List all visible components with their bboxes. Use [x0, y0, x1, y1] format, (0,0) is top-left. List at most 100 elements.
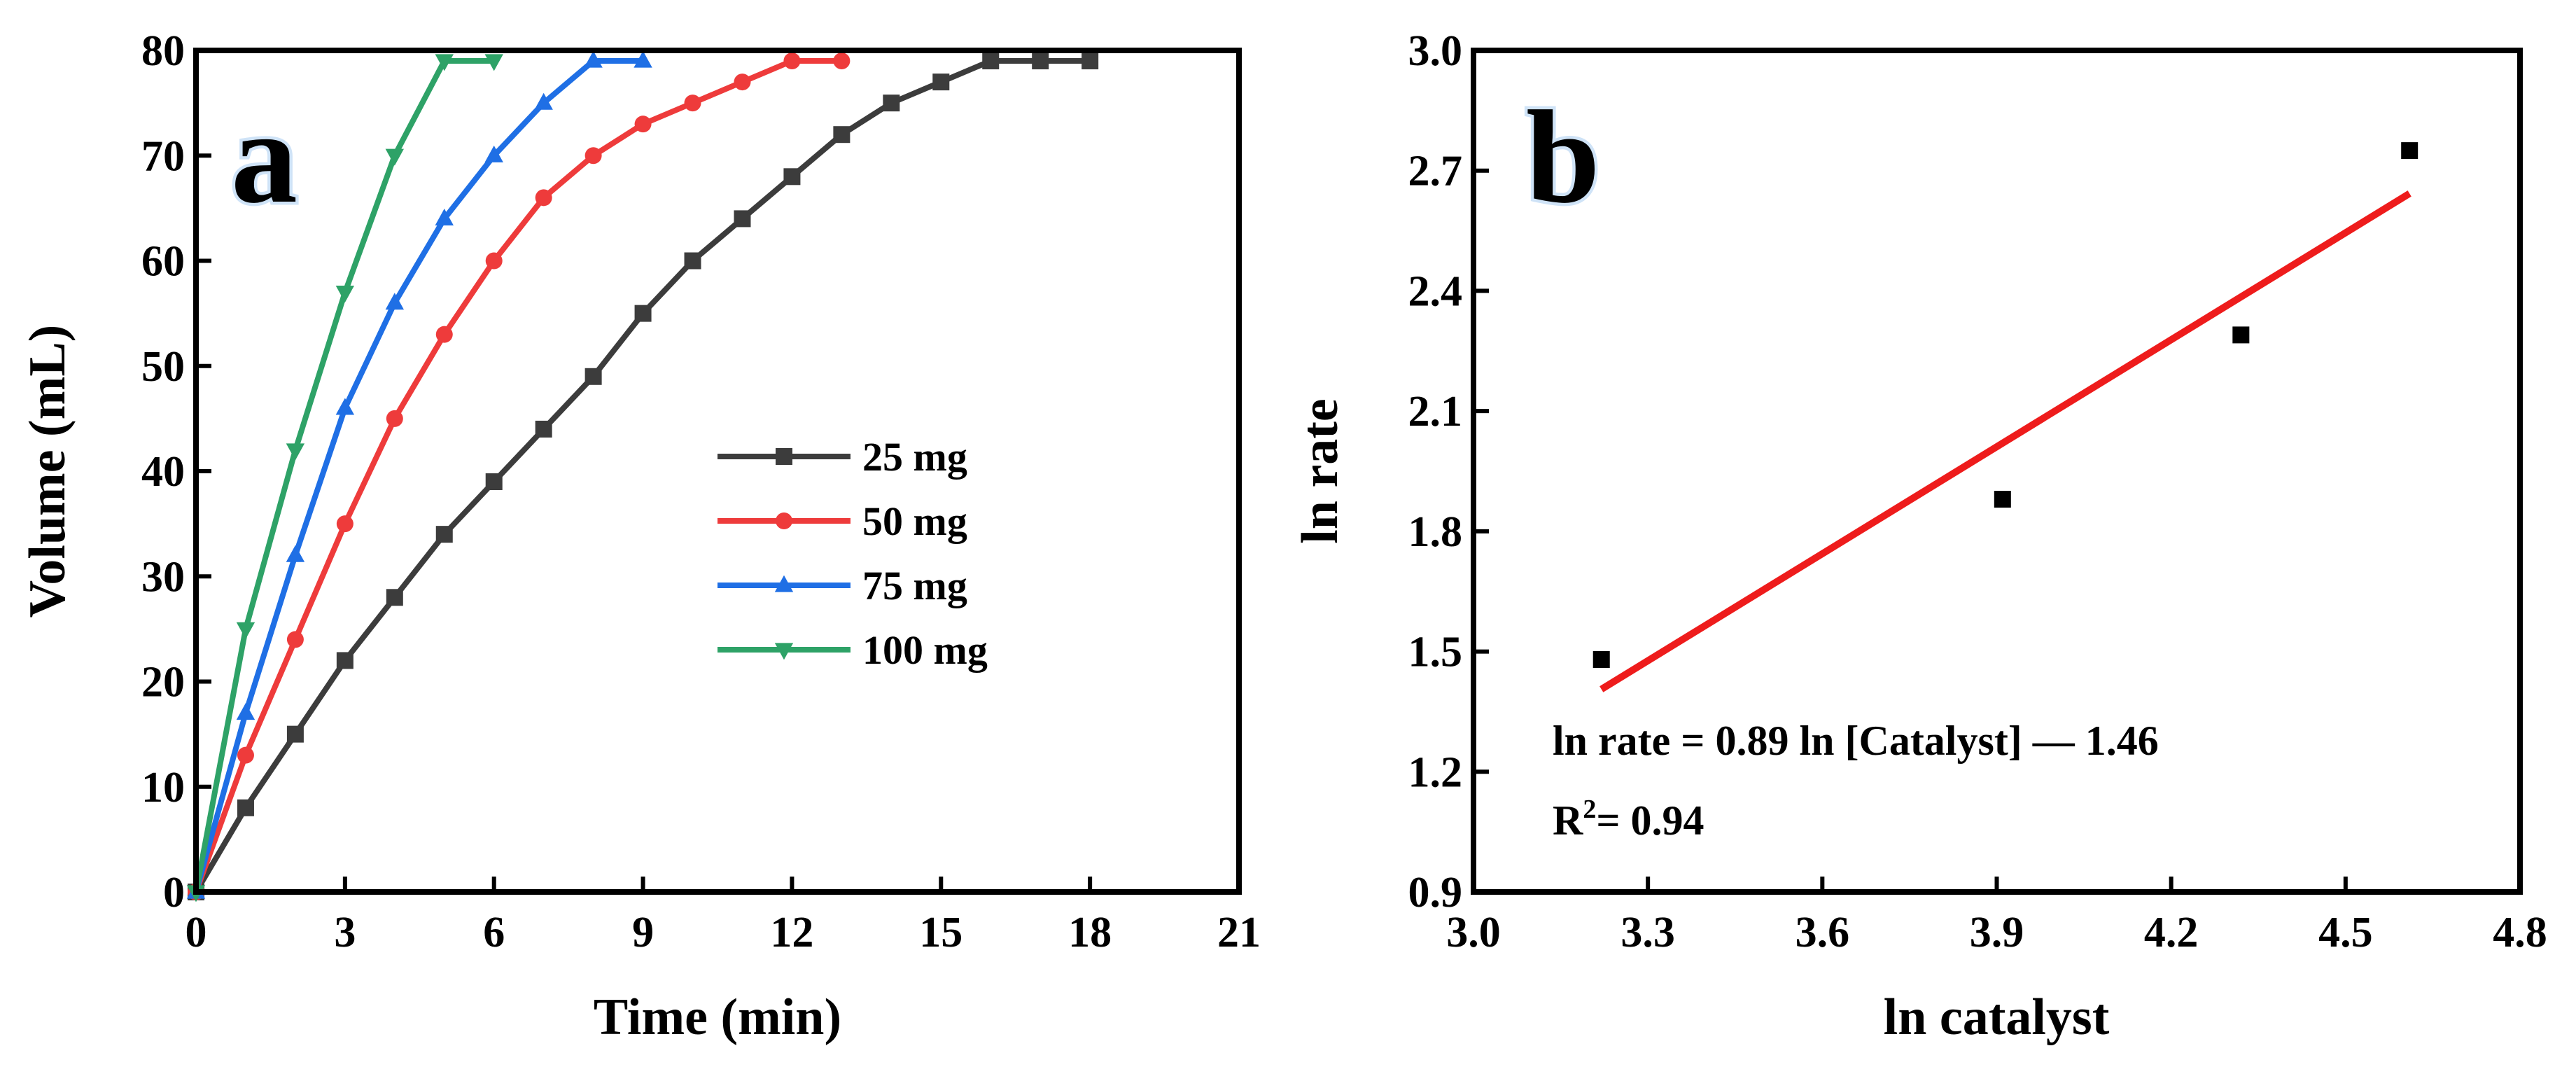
data-point-75-mg	[236, 703, 255, 720]
panel-a-y-tick-label: 50	[141, 343, 185, 391]
data-point-25-mg	[883, 95, 900, 112]
data-point-50-mg	[634, 116, 652, 133]
panel-a-y-tick-label: 30	[141, 553, 185, 601]
panel-a-x-tick-label: 21	[1217, 909, 1261, 956]
panel-b-y-tick-label: 2.4	[1408, 267, 1463, 315]
panel-b-frame	[1471, 48, 2523, 895]
data-point-25-mg	[386, 589, 403, 606]
panel-a-legend: 25 mg 50 mg 75 mg 100 mg	[718, 434, 988, 673]
panel-a-x-tick-label: 0	[186, 909, 207, 956]
data-point-25-mg	[982, 53, 1000, 70]
panel-b-x-tick-label: 3.3	[1620, 909, 1675, 956]
data-point-50-mg	[435, 326, 453, 343]
data-point-100-mg	[484, 54, 503, 71]
panel-a-y-tick-label: 0	[163, 869, 185, 916]
panel-b-x-tick-label: 4.8	[2493, 909, 2547, 956]
panel-b-y-tick-label: 1.2	[1408, 748, 1463, 796]
panel-a-y-tick-label: 20	[141, 659, 185, 706]
panel-a-letter: a	[231, 84, 298, 231]
panel-a-y-tick-label: 40	[141, 448, 185, 496]
data-point-25-mg	[535, 420, 552, 438]
panel-a-x-tick-label: 12	[770, 909, 813, 956]
panel-a-x-axis-title: Time (min)	[594, 989, 841, 1046]
r-squared-prefix: R	[1553, 797, 1583, 844]
data-point-25-mg	[435, 526, 453, 543]
data-point-100-mg	[236, 622, 255, 639]
data-point-50-mg	[535, 189, 552, 207]
data-point-25-mg	[684, 252, 701, 270]
data-point-50-mg	[237, 746, 254, 764]
data-point-50-mg	[734, 74, 751, 91]
panel-b-letter: b	[1526, 84, 1600, 231]
series-line-75-mg	[193, 58, 643, 893]
legend-label: 50 mg	[862, 498, 967, 544]
panel-a-y-axis-title: Volume (mL)	[19, 325, 76, 618]
panel-a-x-tick-label: 18	[1068, 909, 1112, 956]
panel-b-ln-rate-vs-ln-catalyst: 3.0 3.3 3.6 3.9 4.2 4.5 4.8 0.9 1.2 1.5 1.8 2.1 2.4 2…	[1292, 27, 2547, 1046]
data-point-25-mg	[734, 210, 751, 228]
r-squared-value: = 0.94	[1596, 797, 1704, 844]
panel-a-y-tick-label: 60	[141, 238, 185, 286]
panel-a-x-tick-label: 9	[632, 909, 654, 956]
fit-line	[1600, 190, 2412, 692]
panel-a-frame	[193, 48, 1242, 895]
panel-a-plot-area	[186, 50, 1099, 902]
panel-a-y-tick-label: 70	[141, 132, 185, 180]
data-point-25-mg	[286, 725, 304, 743]
data-point-50-mg	[386, 410, 403, 427]
r-squared-label: R2= 0.94	[1553, 795, 1704, 844]
panel-b-x-axis-title: ln catalyst	[1884, 989, 2110, 1046]
series-line-50-mg	[193, 58, 842, 893]
panel-b-x-tick-label: 3.9	[1970, 909, 2024, 956]
panel-b-plot-area	[1592, 142, 2418, 692]
panel-b-y-tick-label: 0.9	[1408, 869, 1463, 916]
panel-a-volume-vs-time: 0 3 6 9 12 15 18 21 0 10 20 30 40 50 60 70 80 a Time (mi…	[19, 27, 1261, 1046]
data-point-50-mg	[584, 147, 602, 165]
panel-a-y-tick-label: 80	[141, 27, 185, 75]
data-point-75-mg	[335, 398, 355, 415]
panel-a-x-tick-label: 15	[919, 909, 962, 956]
legend-label: 25 mg	[862, 434, 967, 480]
panel-b-x-tick-label: 3.0	[1446, 909, 1501, 956]
panel-a-y-tick-label: 10	[141, 764, 185, 811]
scatter-point	[2401, 142, 2418, 160]
data-point-100-mg	[335, 285, 355, 302]
data-point-50-mg	[684, 95, 701, 112]
r-squared-superscript: 2	[1583, 795, 1596, 824]
data-point-25-mg	[634, 305, 652, 322]
data-point-50-mg	[485, 252, 503, 270]
legend-swatch-marker	[774, 575, 794, 592]
data-point-25-mg	[237, 799, 254, 816]
data-point-75-mg	[634, 50, 652, 68]
data-point-50-mg	[336, 515, 354, 533]
legend-label: 75 mg	[862, 563, 967, 608]
scatter-point	[1592, 651, 1610, 669]
data-point-25-mg	[1082, 53, 1099, 70]
data-point-100-mg	[385, 148, 405, 166]
data-point-75-mg	[484, 145, 503, 162]
data-point-75-mg	[534, 92, 553, 110]
panel-b-x-tick-label: 3.6	[1795, 909, 1850, 956]
data-point-75-mg	[435, 209, 454, 225]
data-point-25-mg	[833, 126, 850, 144]
fit-equation-label: ln rate = 0.89 ln [Catalyst] — 1.46	[1553, 718, 2159, 764]
data-point-25-mg	[336, 652, 354, 669]
panel-b-ticks: 3.0 3.3 3.6 3.9 4.2 4.5 4.8 0.9 1.2 1.5 1.8 2.1 2.4 2…	[1408, 27, 2547, 956]
panel-b-y-tick-label: 1.8	[1408, 508, 1463, 556]
panel-b-y-tick-label: 3.0	[1408, 27, 1463, 75]
data-point-25-mg	[1032, 53, 1049, 70]
data-point-50-mg	[833, 53, 850, 70]
panel-b-y-tick-label: 2.7	[1408, 148, 1463, 195]
data-point-100-mg	[435, 54, 454, 71]
data-point-25-mg	[485, 473, 503, 491]
scatter-point	[1994, 491, 2011, 508]
panel-b-y-tick-label: 2.1	[1408, 388, 1463, 435]
data-point-25-mg	[932, 74, 950, 91]
panel-a-x-tick-label: 6	[483, 909, 505, 956]
data-point-50-mg	[286, 631, 304, 648]
data-point-25-mg	[783, 168, 801, 186]
panel-b-x-tick-label: 4.5	[2318, 909, 2373, 956]
data-point-75-mg	[286, 545, 305, 562]
panel-b-y-axis-title: ln rate	[1292, 398, 1349, 544]
